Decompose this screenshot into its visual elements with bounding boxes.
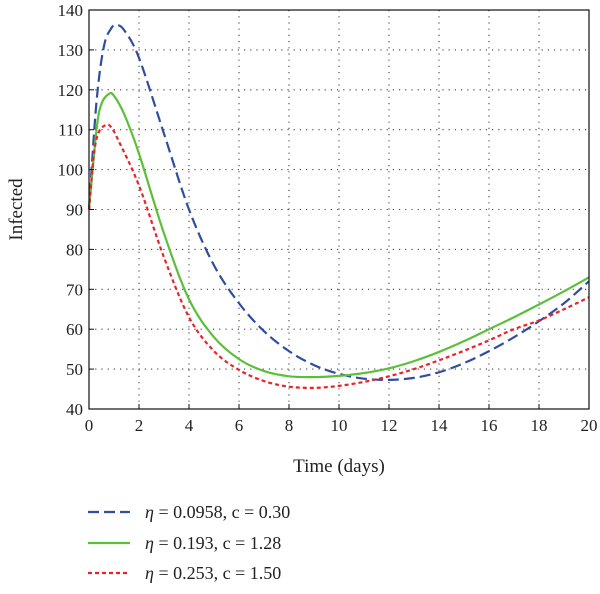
legend-eta-symbol: η (145, 563, 154, 583)
x-tick-label: 2 (135, 416, 144, 435)
y-tick-label: 130 (58, 41, 84, 60)
y-axis-title: Infected (6, 178, 27, 241)
y-tick-label: 40 (66, 400, 83, 419)
y-tick-label: 80 (66, 240, 83, 259)
legend-label-3: η = 0.253, c = 1.50 (145, 563, 281, 583)
legend-label-2: η = 0.193, c = 1.28 (145, 533, 281, 553)
series-lines (87, 23, 590, 389)
x-tick-label: 0 (85, 416, 94, 435)
x-tick-label: 16 (481, 416, 498, 435)
legend: η = 0.0958, c = 0.30η = 0.193, c = 1.28η… (88, 502, 290, 583)
legend-label-1: η = 0.0958, c = 0.30 (145, 502, 290, 522)
legend-params: = 0.253, c = 1.50 (154, 563, 281, 583)
series-3-line (87, 123, 590, 389)
axis-ticks: 0 2 4 6 8 10 12 14 16 18 20 40 50 60 70 80 90 100 110 120 13… (58, 1, 598, 435)
y-tick-label: 60 (66, 320, 83, 339)
y-tick-label: 140 (58, 1, 84, 20)
y-tick-label: 70 (66, 280, 83, 299)
y-tick-label: 110 (58, 121, 83, 140)
legend-eta-symbol: η (145, 533, 154, 553)
y-tick-label: 120 (58, 81, 84, 100)
x-tick-label: 6 (235, 416, 244, 435)
series-1-line (87, 23, 590, 381)
series-2-line (87, 91, 590, 379)
x-tick-label: 8 (285, 416, 294, 435)
y-tick-label: 50 (66, 360, 83, 379)
y-tick-label: 90 (66, 201, 83, 220)
x-tick-label: 4 (185, 416, 194, 435)
legend-params: = 0.0958, c = 0.30 (154, 502, 290, 522)
x-axis-title: Time (days) (293, 456, 385, 477)
legend-eta-symbol: η (145, 502, 154, 522)
x-tick-label: 18 (531, 416, 548, 435)
y-tick-label: 100 (58, 161, 84, 180)
x-tick-label: 20 (581, 416, 598, 435)
grid (89, 10, 589, 409)
x-tick-label: 12 (381, 416, 398, 435)
x-tick-label: 10 (331, 416, 348, 435)
legend-params: = 0.193, c = 1.28 (154, 533, 281, 553)
x-tick-label: 14 (431, 416, 449, 435)
